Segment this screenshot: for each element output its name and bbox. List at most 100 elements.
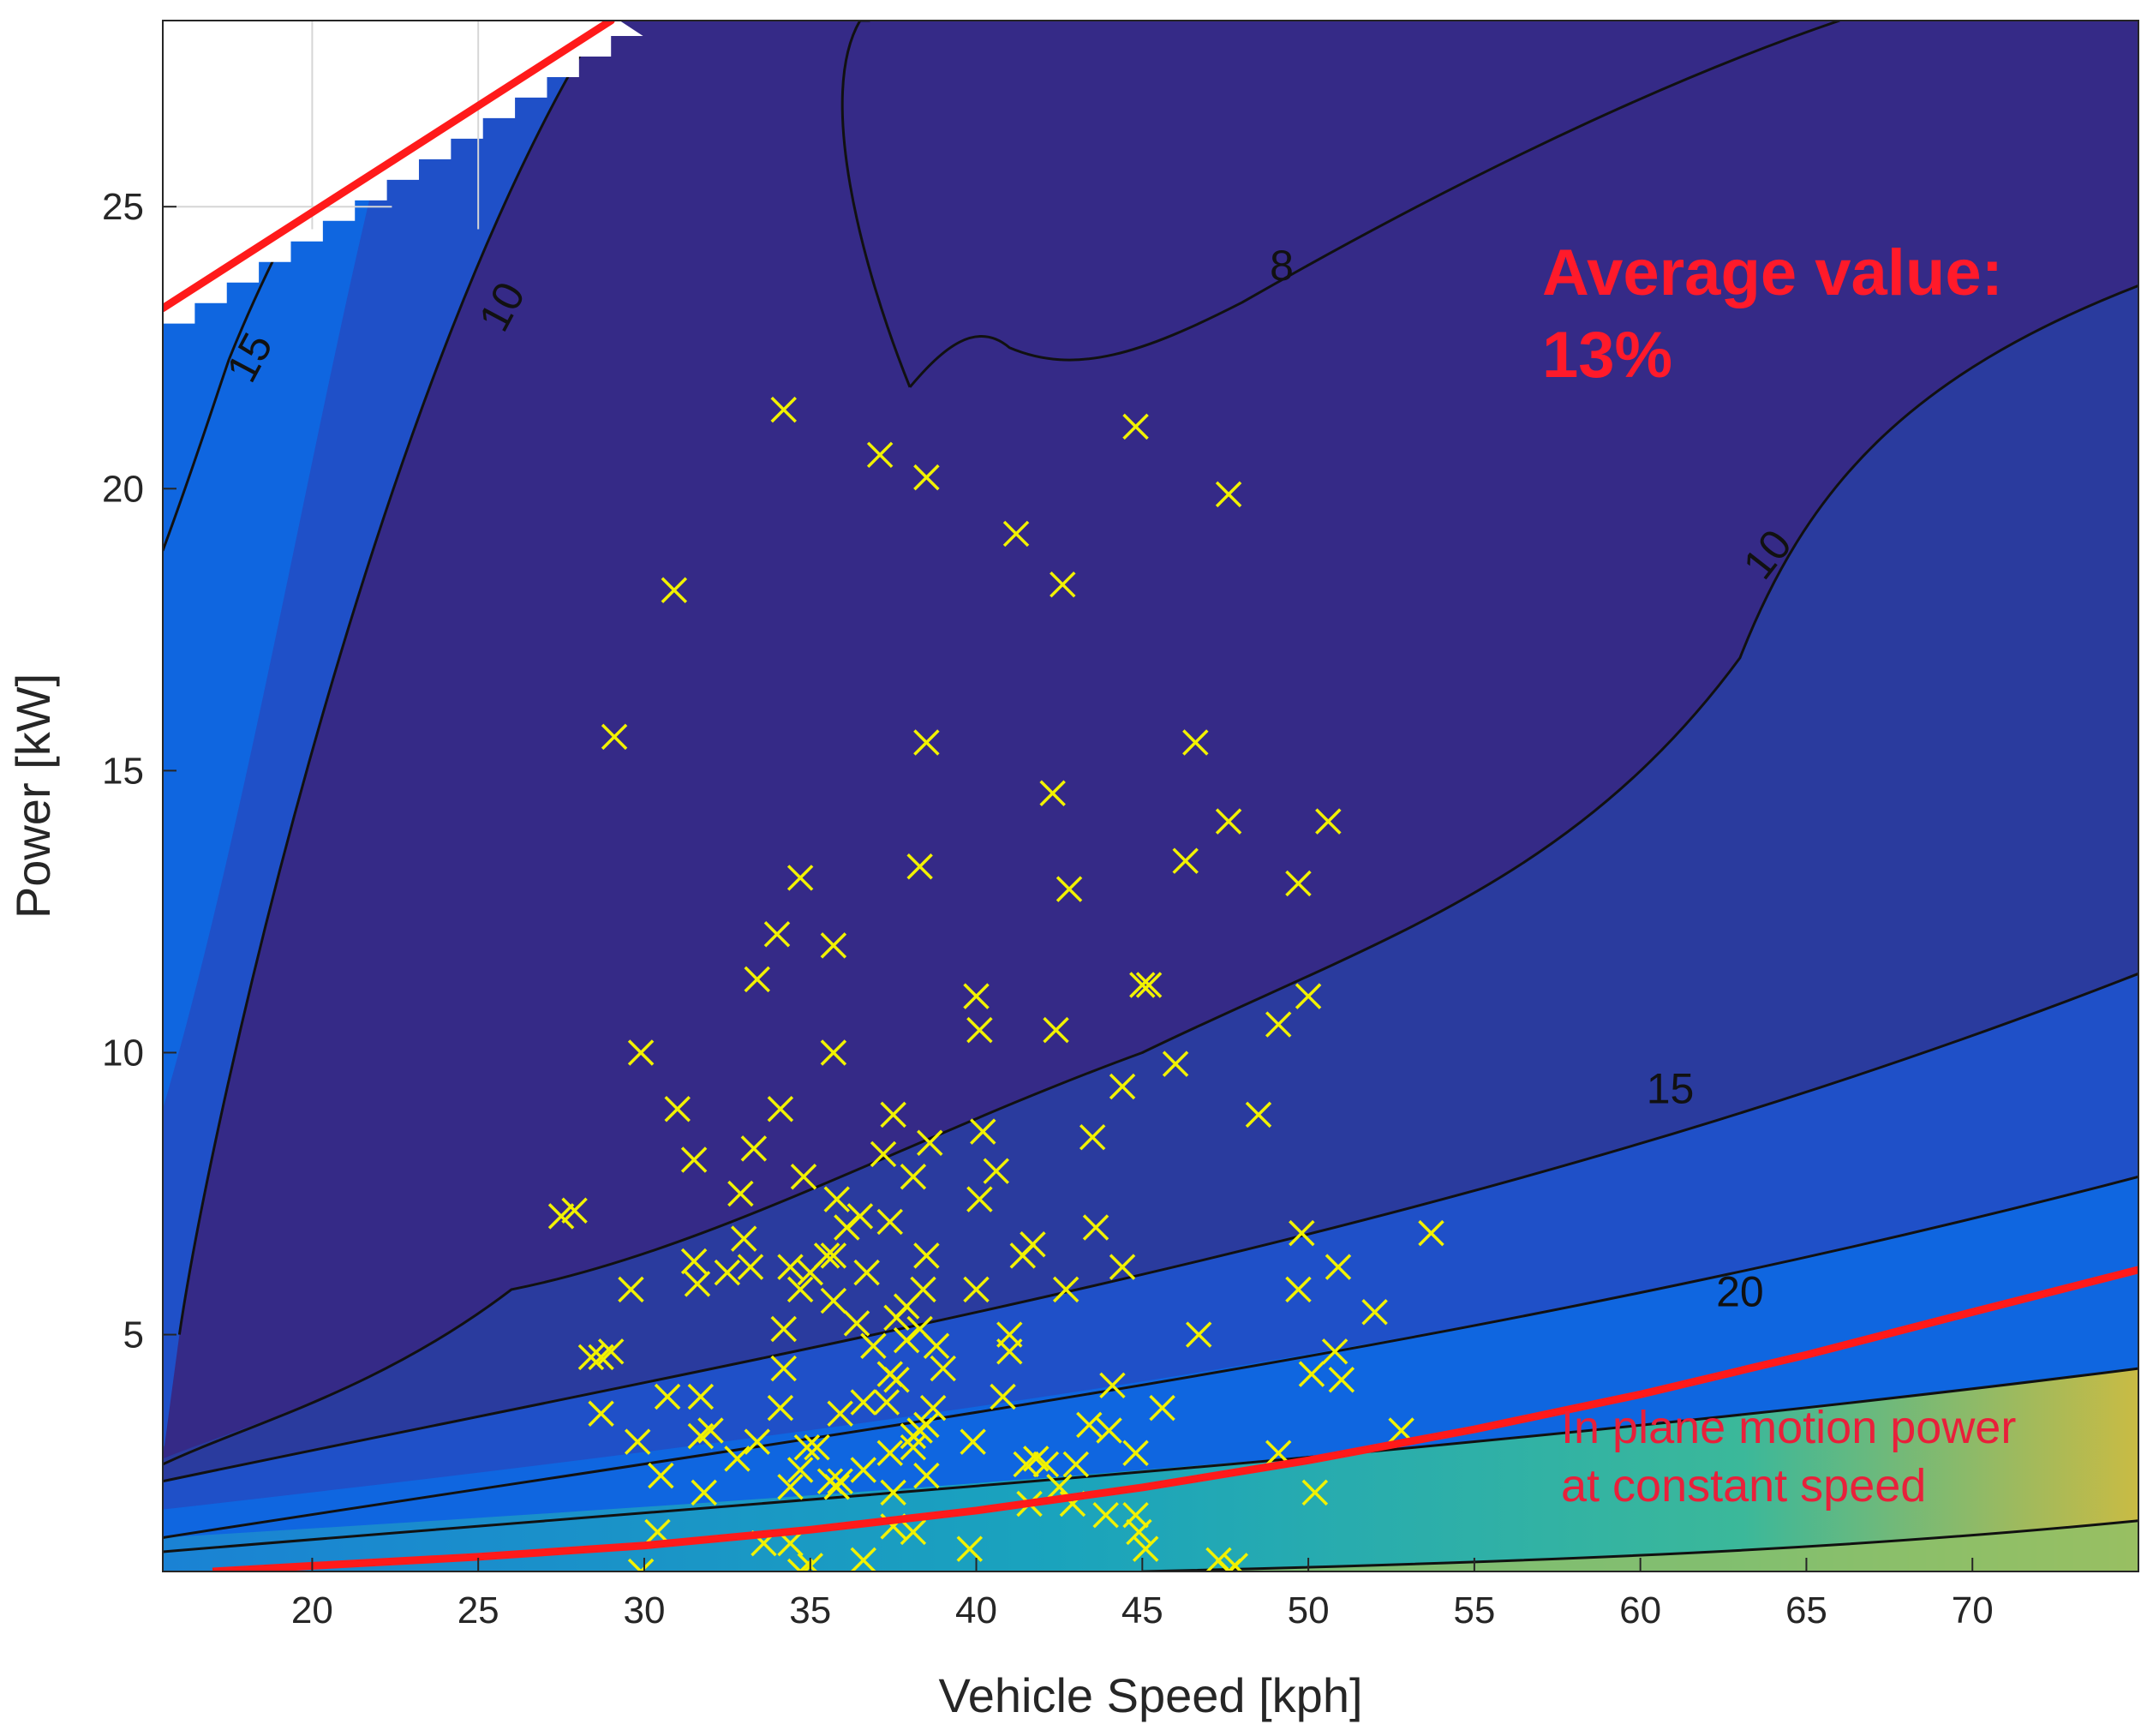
scatter-point (823, 1474, 850, 1500)
scatter-point (1039, 780, 1066, 806)
scatter-point (876, 1440, 904, 1467)
x-tick-label: 50 (1288, 1589, 1330, 1631)
scatter-point (983, 1158, 1010, 1184)
scatter-point (919, 1394, 947, 1422)
scatter-point (618, 1276, 644, 1303)
scatter-point (923, 1332, 950, 1359)
contour-8-right (908, 21, 1840, 388)
scatter-point (866, 441, 894, 469)
axes-frame (162, 20, 2139, 1572)
scatter-point (913, 464, 940, 491)
scatter-point (1043, 1016, 1069, 1044)
scatter-point (1076, 1411, 1103, 1439)
scatter-point (1325, 1254, 1352, 1280)
scatter-point (1289, 1219, 1315, 1247)
scatter-point (1298, 1361, 1325, 1387)
scatter-point (737, 1254, 764, 1280)
scatter-point (1315, 808, 1342, 835)
scatter-point (873, 1389, 900, 1416)
scatter-point (730, 1225, 757, 1252)
contour-10-right (163, 284, 2138, 1466)
y-tick-label: 10 (102, 1032, 144, 1074)
scatter-point (820, 1287, 847, 1314)
scatter-point (793, 1434, 821, 1461)
scatter-point (843, 1310, 870, 1337)
scatter-point (664, 1096, 691, 1122)
red-curves (163, 21, 2138, 1571)
scatter-point (1122, 413, 1149, 440)
scatter-point (1162, 1051, 1189, 1077)
scatter-point (820, 1039, 847, 1066)
scatter-point (834, 1214, 860, 1241)
curve-label-line1: In plane motion power (1561, 1402, 2016, 1453)
scatter-point (1109, 1254, 1136, 1280)
contour-20-right (163, 1175, 2138, 1539)
scatter-point (917, 1129, 943, 1157)
scatter-point (740, 1135, 768, 1162)
scatter-point (767, 1096, 794, 1122)
scatter-point (1056, 876, 1083, 902)
y-tick-label: 25 (102, 186, 144, 228)
scatter-point (1079, 1123, 1106, 1151)
scatter-point (860, 1332, 887, 1359)
scatter-point (763, 921, 791, 948)
scatter-point (900, 1518, 927, 1546)
x-tick-label: 70 (1952, 1589, 1994, 1631)
scatter-point (1285, 870, 1312, 897)
scatter-point (797, 1259, 823, 1286)
scatter-point (956, 1535, 984, 1562)
scatter-point (996, 1338, 1023, 1365)
scatter-points (547, 396, 1444, 1571)
scatter-point (697, 1417, 724, 1444)
x-tick-label: 45 (1121, 1589, 1163, 1631)
scatter-point (684, 1271, 711, 1297)
scatter-point (1132, 1535, 1159, 1562)
gridlines (163, 21, 480, 230)
scatter-point (963, 1276, 990, 1303)
scatter-point (786, 1457, 814, 1483)
scatter-point (913, 1462, 940, 1489)
scatter-point (727, 1180, 754, 1207)
scatter-point (850, 1389, 876, 1416)
scatter-point (627, 1039, 655, 1066)
scatter-point (1301, 1479, 1329, 1506)
power-limit-line (163, 21, 615, 313)
scatter-point (547, 1203, 575, 1230)
scatter-point (804, 1434, 830, 1461)
scatter-point (893, 1326, 920, 1354)
scatter-point (913, 1242, 940, 1269)
scatter-point (900, 1164, 927, 1190)
scatter-point (786, 1558, 814, 1571)
scatter-point (777, 1254, 804, 1280)
scatter-point (1245, 1101, 1272, 1128)
scatter-point (850, 1457, 876, 1483)
scatter-point (820, 932, 847, 959)
scatter-point (1122, 1440, 1149, 1467)
x-axis-ticks: 20 25 30 35 40 45 50 55 60 65 70 (291, 1558, 1994, 1631)
scatter-point (827, 1400, 853, 1427)
scatter-point (1215, 1558, 1242, 1571)
scatter-point (1109, 1073, 1136, 1100)
average-title: Average value: (1542, 236, 2003, 309)
scatter-point (850, 1547, 876, 1571)
scatter-point (820, 1242, 847, 1269)
x-axis-label: Vehicle Speed [kph] (938, 1668, 1362, 1722)
scatter-point (691, 1479, 717, 1506)
scatter-point (786, 865, 814, 891)
scatter-point (1182, 729, 1209, 756)
scatter-point (770, 396, 797, 423)
y-axis-label: Power [kW] (6, 673, 60, 919)
scatter-point (1002, 520, 1030, 548)
scatter-point (900, 1422, 927, 1450)
scatter-point (624, 1428, 651, 1455)
x-tick-label: 25 (458, 1589, 499, 1631)
scatter-point (1418, 1219, 1444, 1247)
y-tick-label: 20 (102, 468, 144, 510)
scatter-point (588, 1344, 614, 1371)
scatter-point (1172, 847, 1199, 874)
scatter-point (648, 1462, 674, 1489)
scatter-point (627, 1558, 655, 1571)
contour-15-right (163, 972, 2138, 1483)
scatter-point (1285, 1276, 1312, 1303)
x-tick-label: 55 (1453, 1589, 1495, 1631)
